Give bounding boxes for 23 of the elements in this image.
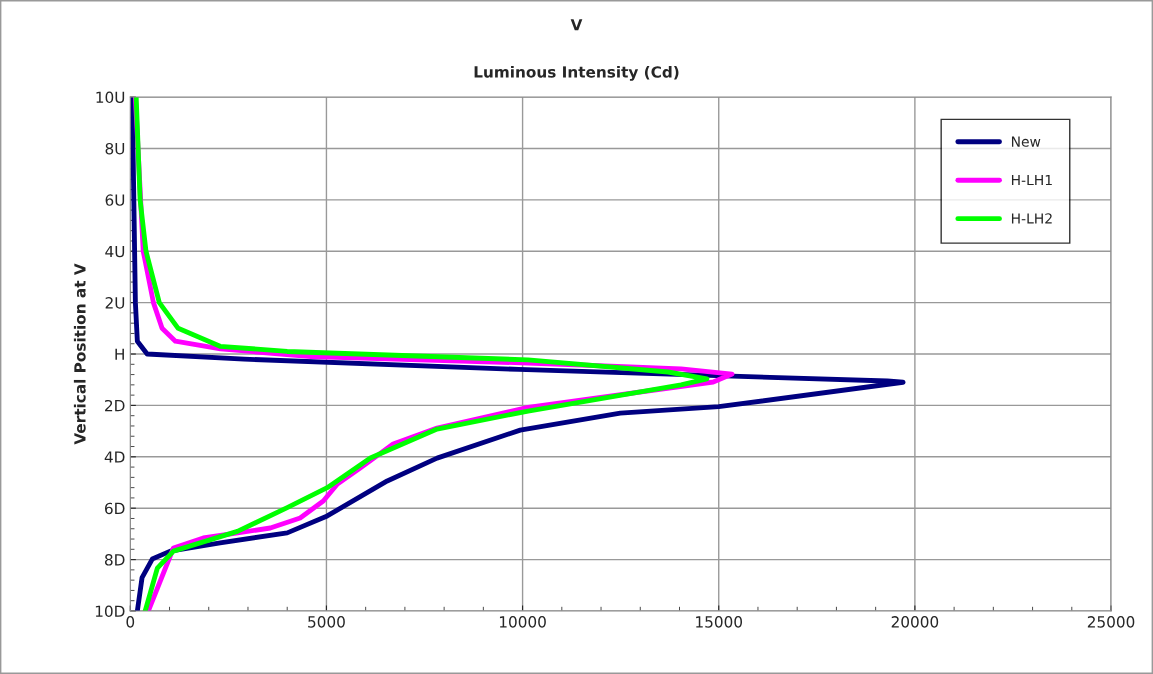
y-tick-label: 4D <box>104 451 125 463</box>
y-tick-label: 6U <box>105 194 125 206</box>
y-tick-label: 10U <box>96 91 125 104</box>
y-tick-label: 2D <box>105 399 125 412</box>
y-tick-label: 8D <box>104 554 125 566</box>
y-tick-label: 10D <box>95 605 125 617</box>
x-tick-label: 0 <box>126 616 135 628</box>
y-tick-label: 2U <box>105 297 125 309</box>
x-tick-label: 5000 <box>308 616 345 628</box>
x-tick-label: 15000 <box>696 616 743 628</box>
x-tick-label: 10000 <box>499 616 546 628</box>
x-tick-label: 25000 <box>1087 616 1135 628</box>
y-tick-label: 8U <box>105 142 125 155</box>
y-tick-label: 4U <box>105 245 125 258</box>
chart-subtitle: Luminous Intensity (Cd) <box>474 65 679 81</box>
legend-label: New <box>1011 136 1041 147</box>
x-tick-label: 20000 <box>891 616 939 628</box>
y-axis-title: Vertical Position at V <box>73 263 86 445</box>
chart-title: V <box>570 19 583 31</box>
y-tick-label: H <box>115 348 124 360</box>
y-tick-label: 6D <box>105 502 125 515</box>
legend-label: H-LH2 <box>1011 213 1052 224</box>
legend-label: H-LH1 <box>1011 174 1052 186</box>
